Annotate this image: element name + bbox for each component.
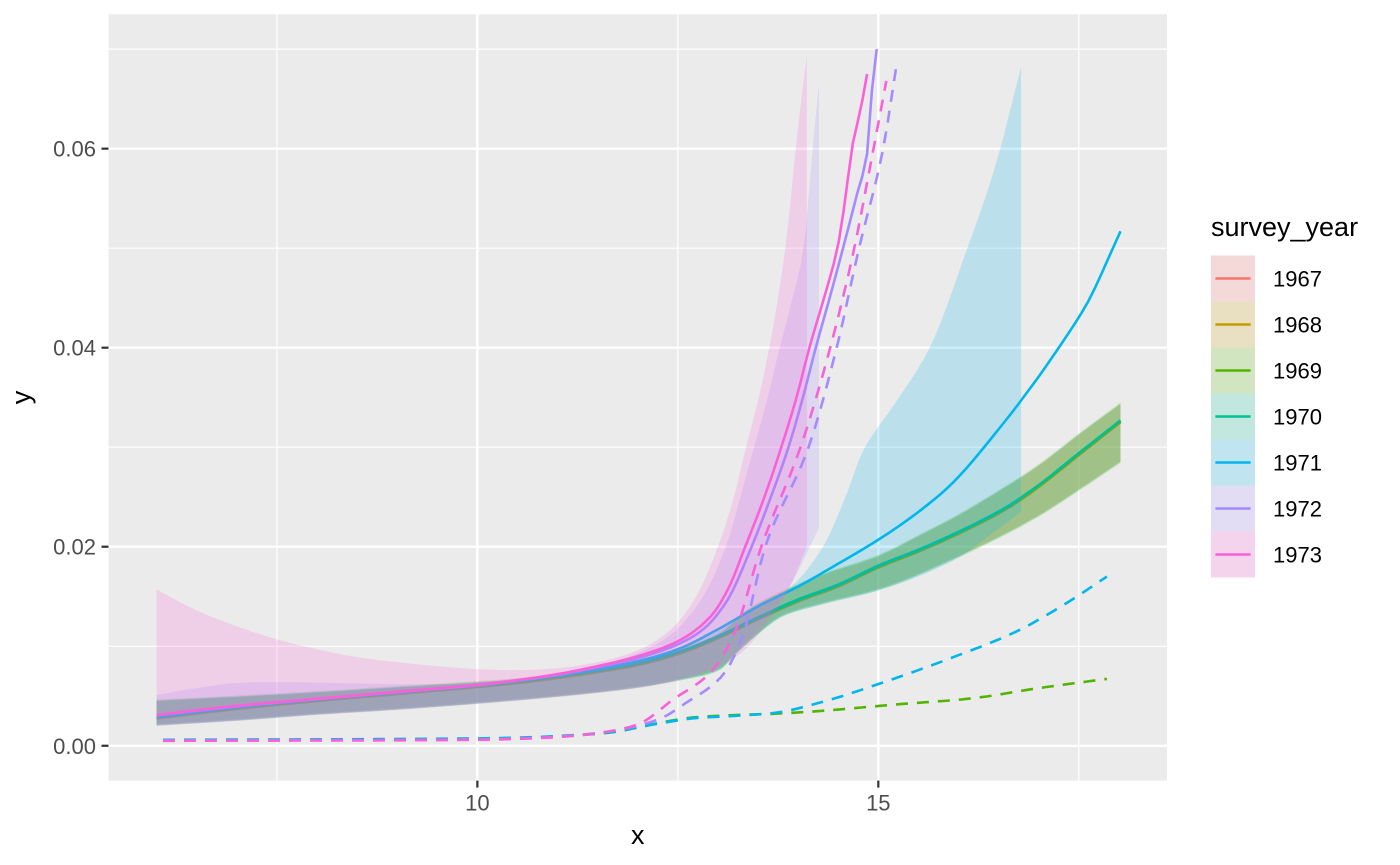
y-axis-title: y (6, 390, 36, 404)
legend-label-1968: 1968 (1273, 313, 1322, 338)
x-tick-label-10: 10 (465, 791, 489, 816)
legend-label-1973: 1973 (1273, 543, 1322, 568)
y-tick-label-0.00: 0.00 (53, 734, 96, 759)
y-tick-label-0.02: 0.02 (53, 535, 96, 560)
ribbon-1973 (156, 56, 807, 726)
panel-background (108, 14, 1167, 781)
legend-label-1972: 1972 (1273, 497, 1322, 522)
legend-label-1967: 1967 (1273, 267, 1322, 292)
legend-label-1970: 1970 (1273, 405, 1322, 430)
x-axis-title: x (631, 820, 645, 850)
x-tick-label-15: 15 (866, 791, 890, 816)
legend-label-1969: 1969 (1273, 359, 1322, 384)
y-tick-label-0.04: 0.04 (53, 336, 96, 361)
smooth-line-1973 (156, 73, 869, 717)
dashed-line-1973 (163, 80, 888, 743)
y-tick-label-0.06: 0.06 (53, 137, 96, 162)
ribbon-1968 (156, 403, 1121, 725)
legend-title: survey_year (1211, 212, 1358, 242)
ribbon-1967 (156, 404, 1121, 724)
legend-label-1971: 1971 (1273, 451, 1322, 476)
